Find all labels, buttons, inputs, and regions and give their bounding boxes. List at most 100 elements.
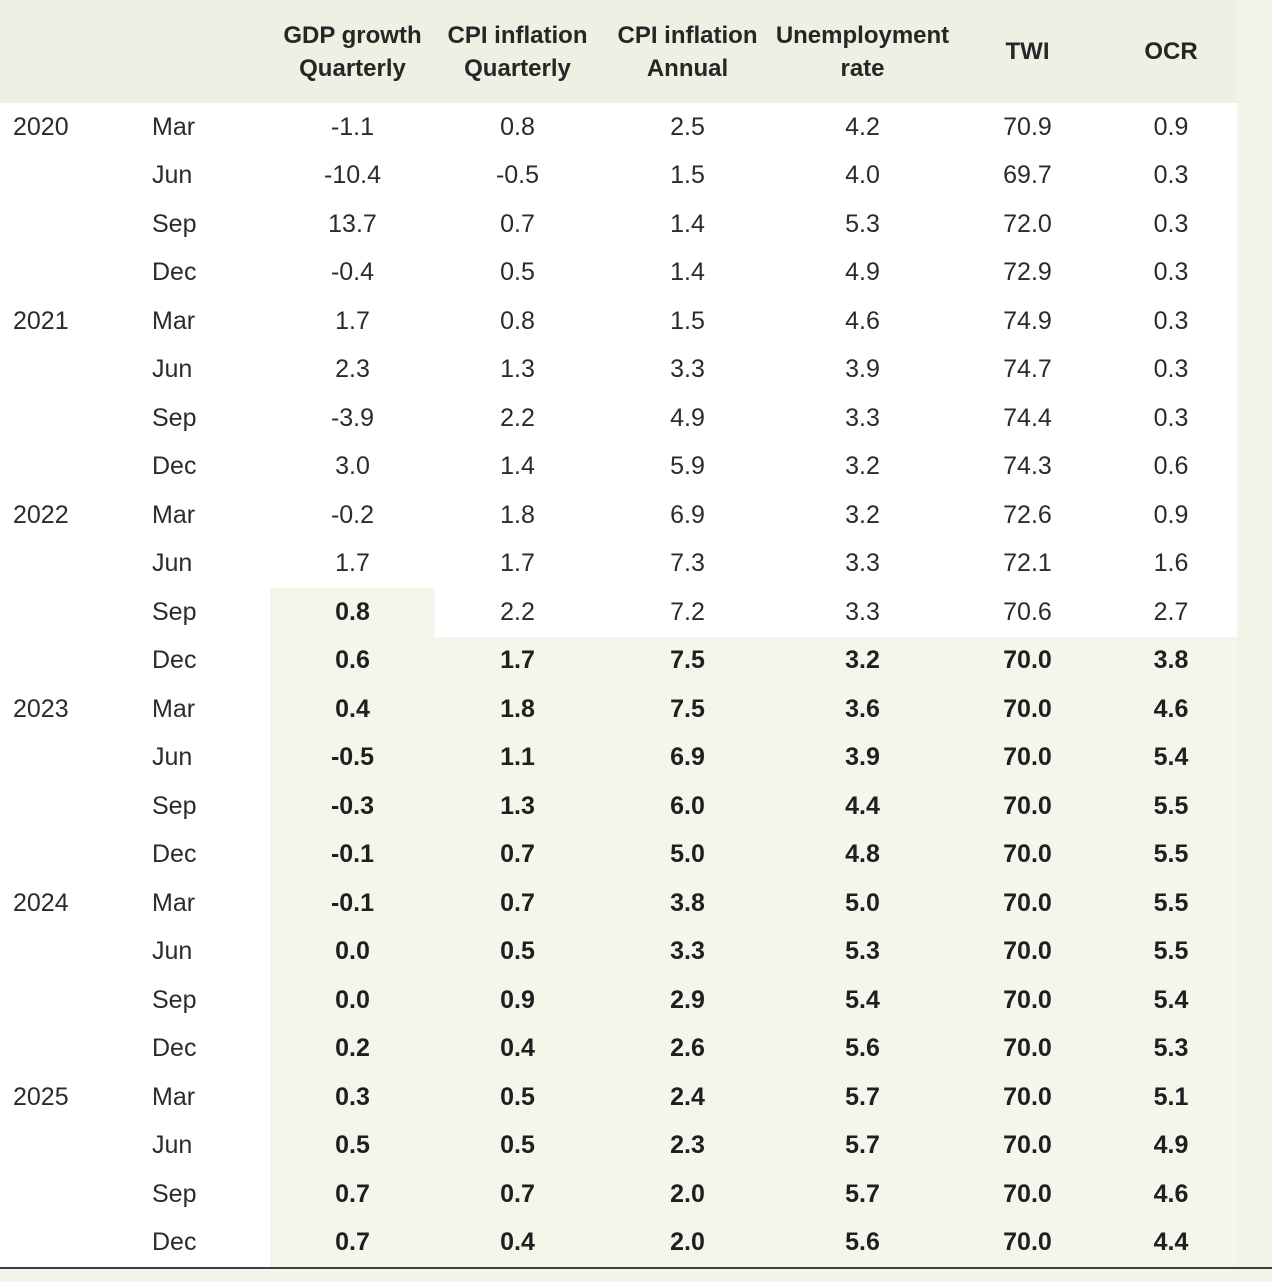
cell-cpi-inflation-annual: 1.5 [670,306,705,335]
cell-twi: 70.0 [950,976,1105,1025]
cell-twi: 70.0 [950,1024,1105,1073]
cell-twi: 70.0 [950,685,1105,734]
table-row: Dec 0.6 1.7 7.5 3.2 70.0 3.8 [0,636,1237,685]
cell-cpi-inflation-quarterly: 1.3 [500,355,535,384]
cell-cpi-inflation-annual: 2.0 [600,1218,775,1267]
column-header-cpi-inflation-quarterly: CPI inflation Quarterly [435,0,600,103]
cell-cpi-inflation-annual: 3.3 [600,927,775,976]
cell-quarter: Jun [152,937,193,966]
cell-cpi-inflation-quarterly: 1.8 [435,685,600,734]
cell-twi: 74.9 [1003,306,1052,335]
cell-cpi-inflation-annual: 7.5 [600,636,775,685]
column-header-line2: Annual [646,54,729,82]
column-header-line2: Quarterly [464,54,571,82]
cell-cpi-inflation-annual: 2.6 [600,1024,775,1073]
cell-quarter: Sep [152,403,197,432]
column-header-line2: rate [840,54,885,82]
table-row: Dec -0.1 0.7 5.0 4.8 70.0 5.5 [0,830,1237,879]
cell-unemployment-rate: 5.3 [845,209,880,238]
cell-gdp-growth-quarterly: 1.7 [335,549,370,578]
cell-ocr: 5.5 [1105,879,1237,928]
cell-cpi-inflation-quarterly: 0.7 [435,830,600,879]
cell-unemployment-rate: 5.3 [775,927,950,976]
cell-quarter: Jun [152,549,193,578]
cell-cpi-inflation-quarterly: 0.7 [435,879,600,928]
table-row: 2023 Mar 0.4 1.8 7.5 3.6 70.0 4.6 [0,685,1237,734]
column-header-line1: GDP growth [283,21,422,49]
cell-quarter: Mar [152,888,196,917]
cell-ocr: 5.5 [1105,830,1237,879]
cell-unemployment-rate: 5.0 [775,879,950,928]
cell-unemployment-rate: 4.2 [845,112,880,141]
column-header-line1: Unemployment [775,21,950,49]
cell-gdp-growth-quarterly: 0.7 [270,1170,435,1219]
cell-quarter: Sep [152,985,197,1014]
cell-twi: 70.0 [950,782,1105,831]
column-header-line2: Quarterly [299,54,406,82]
cell-unemployment-rate: 5.7 [775,1073,950,1122]
column-header-cpi-inflation-annual: CPI inflation Annual [600,0,775,103]
cell-ocr: 4.4 [1105,1218,1237,1267]
cell-twi: 70.9 [1003,112,1052,141]
cell-cpi-inflation-annual: 1.4 [670,209,705,238]
cell-unemployment-rate: 4.4 [775,782,950,831]
cell-cpi-inflation-annual: 6.9 [670,500,705,529]
cell-unemployment-rate: 3.9 [845,355,880,384]
cell-ocr: 0.3 [1153,306,1189,335]
cell-gdp-growth-quarterly: 0.8 [270,588,435,637]
cell-unemployment-rate: 3.3 [845,597,880,626]
cell-quarter: Mar [152,694,196,723]
cell-year [0,1025,135,1074]
cell-cpi-inflation-annual: 1.5 [670,161,705,190]
cell-cpi-inflation-annual: 4.9 [670,403,705,432]
cell-quarter: Jun [152,161,193,190]
table-body: 2020 Mar -1.1 0.8 2.5 4.2 70.9 0.9 Jun -10.4 -0.5 1… [0,103,1237,1267]
table-row: Sep 0.0 0.9 2.9 5.4 70.0 5.4 [0,976,1237,1025]
cell-year [0,540,135,589]
column-header-line1: OCR [1144,38,1198,65]
cell-quarter: Dec [152,646,197,675]
cell-ocr: 0.3 [1153,355,1189,384]
table-row: Jun 0.5 0.5 2.3 5.7 70.0 4.9 [0,1121,1237,1170]
cell-quarter: Mar [152,306,196,335]
column-header-unemployment-rate: Unemployment rate [775,0,950,103]
table-row: Jun -0.5 1.1 6.9 3.9 70.0 5.4 [0,733,1237,782]
cell-year [0,1170,135,1219]
cell-gdp-growth-quarterly: 0.0 [270,976,435,1025]
cell-twi: 70.0 [950,1121,1105,1170]
cell-ocr: 5.1 [1105,1073,1237,1122]
cell-unemployment-rate: 3.2 [845,500,880,529]
cell-year [0,1219,135,1268]
cell-twi: 74.3 [1003,452,1052,481]
cell-gdp-growth-quarterly: -10.4 [324,161,381,190]
header-blank-cell [0,0,270,103]
cell-twi: 70.6 [1003,597,1052,626]
table-row: Jun 1.7 1.7 7.3 3.3 72.1 1.6 [0,539,1237,589]
cell-unemployment-rate: 3.9 [775,733,950,782]
cell-gdp-growth-quarterly: -0.5 [270,733,435,782]
table-row: Sep 13.7 0.7 1.4 5.3 72.0 0.3 [0,200,1237,249]
cell-year [0,394,135,443]
cell-cpi-inflation-quarterly: 0.7 [500,209,535,238]
cell-twi: 74.7 [1003,355,1052,384]
cell-ocr: 5.4 [1105,976,1237,1025]
cell-ocr: 4.6 [1105,685,1237,734]
cell-cpi-inflation-quarterly: 0.8 [500,112,535,141]
cell-ocr: 4.6 [1105,1170,1237,1219]
cell-quarter: Dec [152,452,197,481]
cell-ocr: 5.5 [1105,927,1237,976]
cell-ocr: 2.7 [1153,597,1189,626]
cell-quarter: Jun [152,1131,193,1160]
cell-gdp-growth-quarterly: -0.4 [330,258,375,287]
cell-gdp-growth-quarterly: -0.2 [330,500,375,529]
cell-quarter: Sep [152,791,197,820]
cell-unemployment-rate: 3.3 [845,549,880,578]
cell-unemployment-rate: 4.6 [845,306,880,335]
cell-twi: 70.0 [950,830,1105,879]
cell-cpi-inflation-quarterly: 0.4 [435,1218,600,1267]
cell-cpi-inflation-quarterly: 0.5 [435,1121,600,1170]
cell-twi: 72.6 [1003,500,1052,529]
cell-year: 2022 [13,500,69,529]
column-header-line1: CPI inflation [617,21,758,49]
cell-gdp-growth-quarterly: 1.7 [335,306,370,335]
